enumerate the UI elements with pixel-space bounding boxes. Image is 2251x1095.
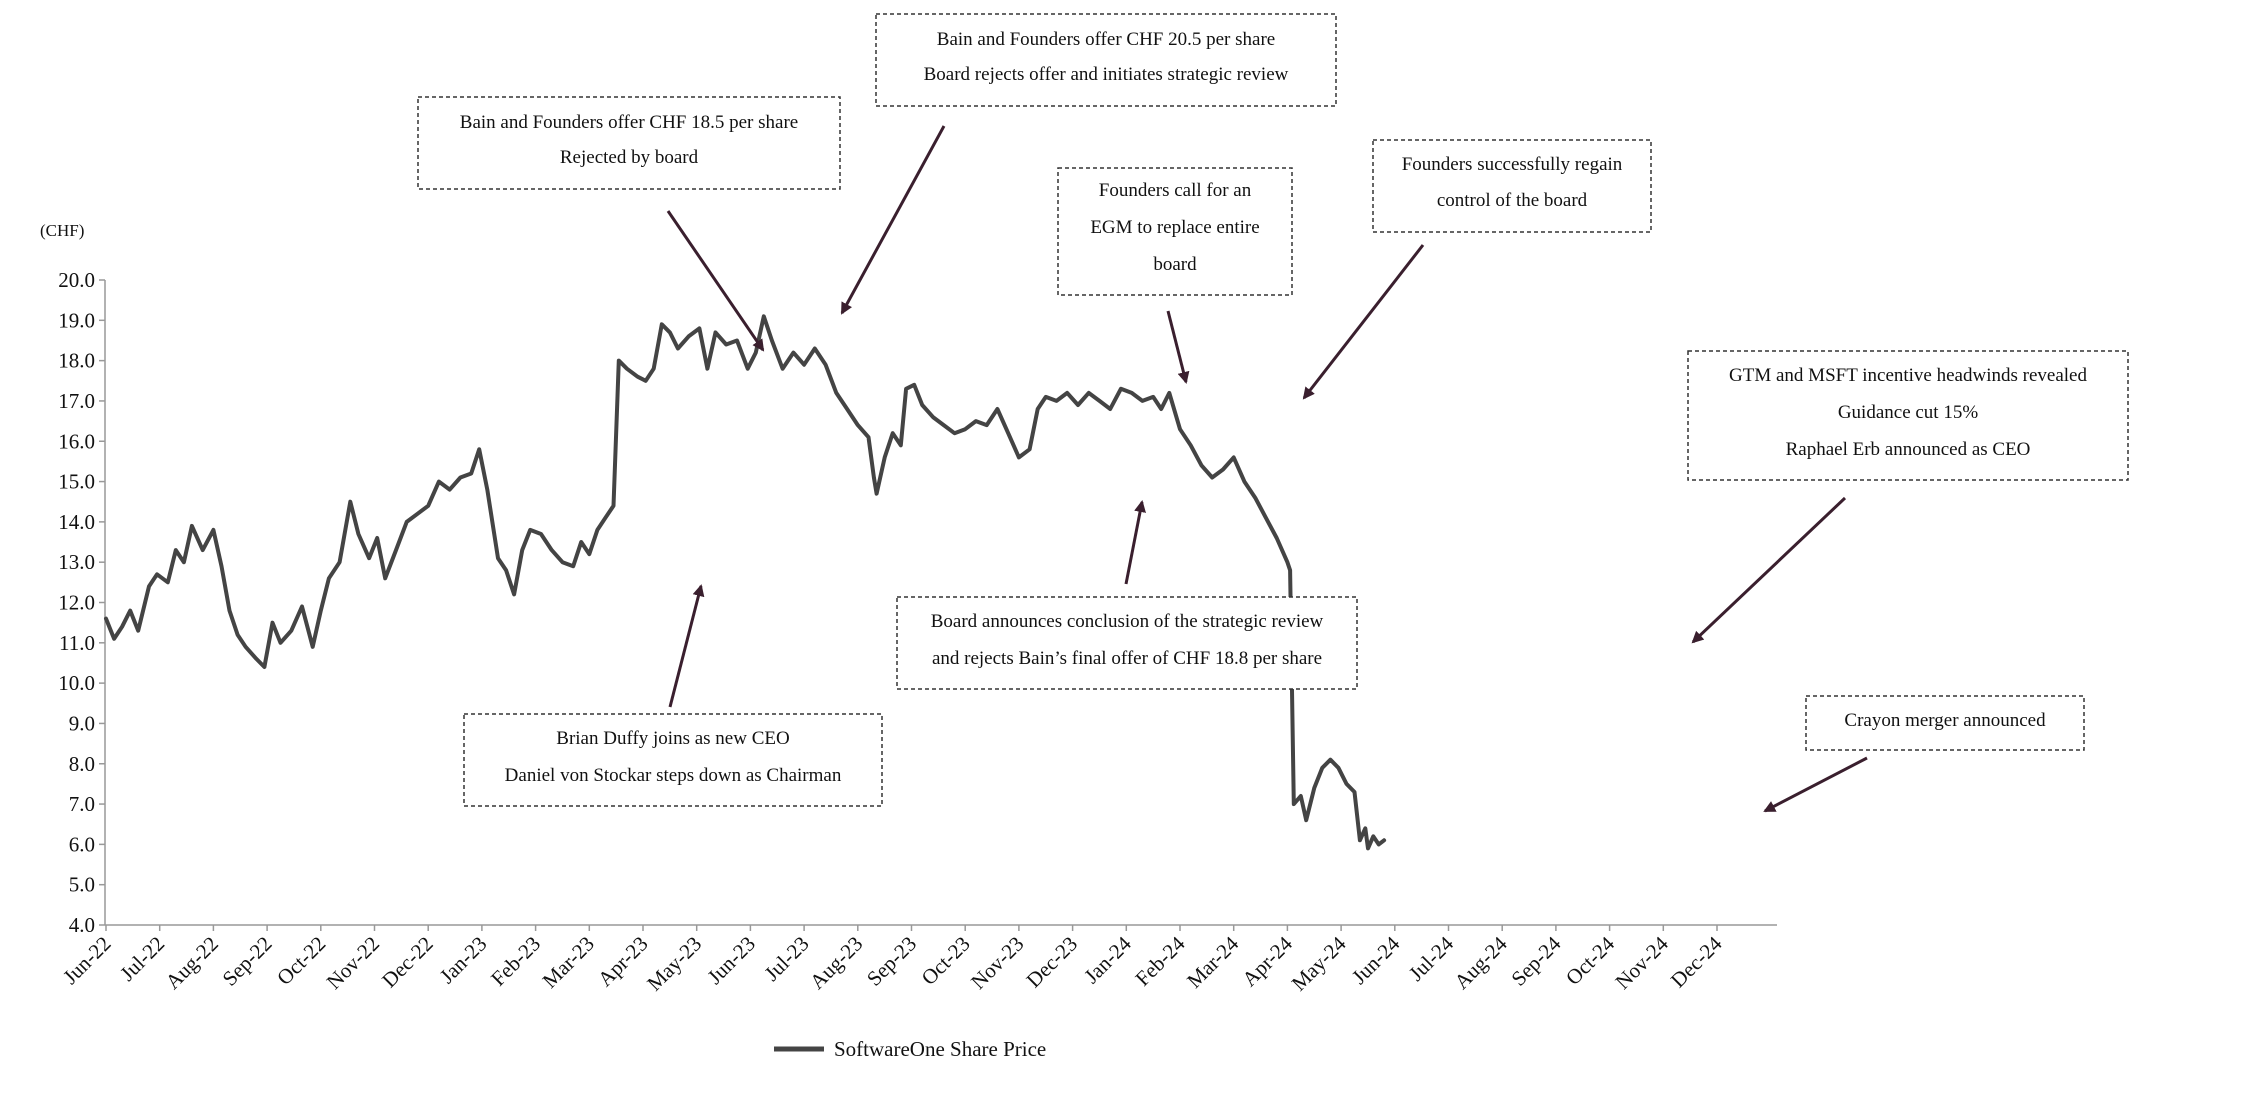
x-tick-label: Jun-24 (1347, 931, 1405, 989)
x-tick-label: Oct-23 (917, 932, 975, 990)
annotation-box (1372, 139, 1652, 233)
x-tick-label: Jan-23 (435, 932, 492, 989)
series-line-share-price (104, 314, 1387, 851)
annotation-line: Daniel von Stockar steps down as Chairma… (505, 765, 842, 786)
annotation-line: Guidance cut 15% (1838, 402, 1979, 423)
annotation-line: Crayon merger announced (1844, 710, 2046, 731)
x-tick-label: Dec-22 (377, 932, 438, 993)
y-tick-label: 12.0 (58, 591, 95, 615)
x-tick-label: Oct-24 (1561, 931, 1620, 990)
annotation-box (463, 713, 883, 807)
annotation-new-ceo: Brian Duffy joins as new CEO Daniel von … (463, 584, 883, 807)
x-tick-label: Dec-24 (1666, 931, 1727, 992)
y-tick-label: 7.0 (69, 792, 95, 816)
annotation-line: Board announces conclusion of the strate… (931, 611, 1324, 632)
x-tick-label: Oct-22 (272, 932, 330, 990)
y-tick-label: 14.0 (58, 510, 95, 534)
x-tick-label: May-24 (1287, 931, 1351, 995)
x-tick-label: Aug-22 (161, 932, 223, 994)
annotation-line: Bain and Founders offer CHF 20.5 per sha… (937, 29, 1275, 50)
y-tick-label: 9.0 (69, 711, 95, 735)
annotation-line: Board rejects offer and initiates strate… (924, 64, 1289, 85)
annotation-line: Founders call for an (1099, 180, 1252, 201)
annotation-line: board (1153, 254, 1197, 275)
y-tick-label: 18.0 (58, 349, 95, 373)
annotation-box (1057, 167, 1293, 296)
x-tick-label: Sep-24 (1506, 931, 1565, 990)
y-axis-unit-label: (CHF) (40, 221, 84, 240)
annotations: Bain and Founders offer CHF 18.5 per sha… (417, 13, 2129, 813)
x-tick-label: Dec-23 (1021, 932, 1082, 993)
y-tick-label: 10.0 (58, 671, 95, 695)
annotation-line: Brian Duffy joins as new CEO (556, 728, 789, 749)
y-tick-label: 15.0 (58, 470, 95, 494)
annotation-bain-offer-20-5: Bain and Founders offer CHF 20.5 per sha… (840, 13, 1337, 315)
y-tick-label: 5.0 (69, 873, 95, 897)
annotation-line: EGM to replace entire (1090, 217, 1259, 238)
annotation-founders-regain: Founders successfully regain control of … (1302, 139, 1652, 400)
annotation-box (417, 96, 841, 190)
x-tick-label: Mar-24 (1182, 931, 1244, 993)
annotation-line: Bain and Founders offer CHF 18.5 per sha… (460, 112, 798, 133)
y-tick-label: 17.0 (58, 389, 95, 413)
y-tick-label: 20.0 (58, 268, 95, 292)
annotation-line: Rejected by board (560, 147, 699, 168)
x-tick-label: Apr-24 (1237, 931, 1297, 991)
annotation-line: and rejects Bain’s final offer of CHF 18… (932, 648, 1322, 669)
annotation-egm-call: Founders call for an EGM to replace enti… (1057, 167, 1293, 384)
annotation-arrow (840, 125, 946, 315)
annotation-arrow (1166, 310, 1190, 384)
annotation-arrow (668, 584, 705, 708)
annotation-box (1687, 350, 2129, 481)
series-group (104, 314, 1387, 851)
annotation-arrow (1691, 496, 1847, 644)
annotation-line: GTM and MSFT incentive headwinds reveale… (1729, 365, 2087, 386)
annotation-arrow (1302, 244, 1425, 400)
y-tick-label: 6.0 (69, 832, 95, 856)
x-tick-label: May-23 (642, 932, 706, 996)
x-tick-label: Jan-24 (1079, 931, 1136, 988)
x-tick-label: Jun-22 (58, 932, 115, 989)
x-axis: Jun-22 Jul-22Aug-22Sep-22Oct-22Nov-22Dec-… (58, 924, 1777, 996)
x-tick-label: Aug-23 (805, 932, 867, 994)
annotation-strategic-review-conclusion: Board announces conclusion of the strate… (896, 500, 1358, 690)
x-tick-label: Apr-23 (593, 932, 653, 992)
annotation-line: Founders successfully regain (1402, 154, 1623, 175)
annotation-line: Raphael Erb announced as CEO (1786, 439, 2031, 460)
x-tick-label: Mar-23 (538, 932, 599, 993)
annotation-crayon-merger: Crayon merger announced (1763, 695, 2085, 813)
annotation-arrow (666, 210, 765, 352)
y-tick-label: 8.0 (69, 752, 95, 776)
x-tick-label: Sep-22 (218, 932, 277, 991)
y-tick-label: 4.0 (69, 913, 95, 937)
legend-label: SoftwareOne Share Price (834, 1037, 1046, 1061)
x-tick-label: Sep-23 (862, 932, 921, 991)
annotation-arrow (1763, 756, 1868, 813)
x-tick-label: Nov-22 (322, 932, 384, 994)
annotation-box (875, 13, 1337, 107)
annotation-bain-offer-18-5: Bain and Founders offer CHF 18.5 per sha… (417, 96, 841, 352)
legend: SoftwareOne Share Price (774, 1037, 1046, 1061)
y-tick-label: 19.0 (58, 308, 95, 332)
annotation-box (1805, 695, 2085, 751)
x-tick-label: Feb-23 (486, 932, 545, 991)
x-tick-label: Nov-23 (966, 932, 1028, 994)
y-axis: 4.0 5.0 6.0 7.0 8.0 9.0 10.0 11.0 12.0 13.0 14.0 15… (58, 268, 106, 937)
x-tick-label: Nov-24 (1610, 931, 1673, 994)
x-tick-label: Feb-24 (1130, 931, 1189, 990)
annotation-arrow (1124, 500, 1146, 585)
y-tick-label: 11.0 (59, 631, 95, 655)
x-tick-label: Jun-23 (703, 932, 760, 989)
x-tick-label: Aug-24 (1449, 931, 1512, 994)
annotation-guidance-cut: GTM and MSFT incentive headwinds reveale… (1687, 350, 2129, 644)
y-tick-label: 16.0 (58, 429, 95, 453)
annotation-box (896, 596, 1358, 690)
y-tick-label: 13.0 (58, 550, 95, 574)
annotation-line: control of the board (1437, 190, 1588, 211)
